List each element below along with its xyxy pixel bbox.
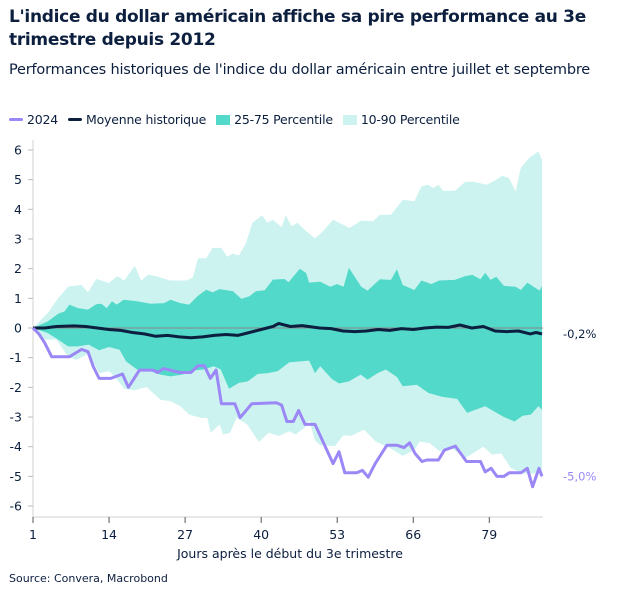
legend-item-2024: 2024 bbox=[9, 112, 58, 127]
legend-label-p2575: 25-75 Percentile bbox=[234, 112, 333, 127]
legend-label-2024: 2024 bbox=[27, 112, 59, 127]
legend-item-mean: Moyenne historique bbox=[68, 112, 206, 127]
legend-label-p1090: 10-90 Percentile bbox=[360, 112, 460, 127]
legend-item-p1090: 10-90 Percentile bbox=[342, 112, 460, 127]
x-tick-label: 14 bbox=[101, 527, 117, 542]
y-tick-label: -1 bbox=[10, 350, 22, 365]
band-25-75-percentile bbox=[33, 267, 542, 422]
y-tick-label: 6 bbox=[14, 142, 22, 157]
series-line-mean bbox=[33, 322, 543, 340]
y-tick-label: 0 bbox=[14, 321, 22, 336]
legend: 2024 Moyenne historique 25-75 Percentile… bbox=[9, 112, 460, 127]
legend-swatch-p1090 bbox=[342, 114, 357, 125]
legend-label-mean: Moyenne historique bbox=[86, 112, 207, 127]
x-tick-label: 66 bbox=[405, 527, 421, 542]
chart-title: L'indice du dollar américain affiche sa … bbox=[9, 7, 586, 50]
x-tick-label: 1 bbox=[29, 527, 37, 542]
legend-item-p2575: 25-75 Percentile bbox=[216, 112, 333, 127]
y-tick-label: 4 bbox=[14, 202, 22, 217]
series-line-2024 bbox=[31, 326, 544, 489]
x-tick-label: 40 bbox=[253, 527, 269, 542]
y-tick-label: 3 bbox=[14, 231, 22, 246]
end-label-mean: -0,2% bbox=[563, 327, 596, 341]
x-axis-title: Jours après le début du 3e trimestre bbox=[176, 546, 403, 561]
x-tick-label: 27 bbox=[177, 527, 193, 542]
end-label-2024: -5,0% bbox=[563, 469, 596, 483]
legend-swatch-p2575 bbox=[216, 114, 231, 125]
chart-subtitle: Performances historiques de l'indice du … bbox=[9, 62, 591, 78]
x-tick-label: 79 bbox=[481, 527, 497, 542]
y-tick-label: -6 bbox=[10, 499, 23, 514]
legend-swatch-2024 bbox=[9, 118, 23, 121]
y-tick-label: -3 bbox=[10, 410, 22, 425]
legend-swatch-mean bbox=[68, 118, 83, 121]
source-note: Source: Convera, Macrobond bbox=[9, 572, 168, 585]
x-tick-label: 53 bbox=[329, 527, 345, 542]
y-tick-label: 1 bbox=[14, 291, 22, 306]
y-tick-label: 2 bbox=[14, 261, 22, 276]
y-tick-label: -4 bbox=[10, 439, 23, 454]
y-tick-label: -2 bbox=[10, 380, 22, 395]
y-tick-label: -5 bbox=[10, 469, 22, 484]
y-tick-label: 5 bbox=[14, 172, 22, 187]
